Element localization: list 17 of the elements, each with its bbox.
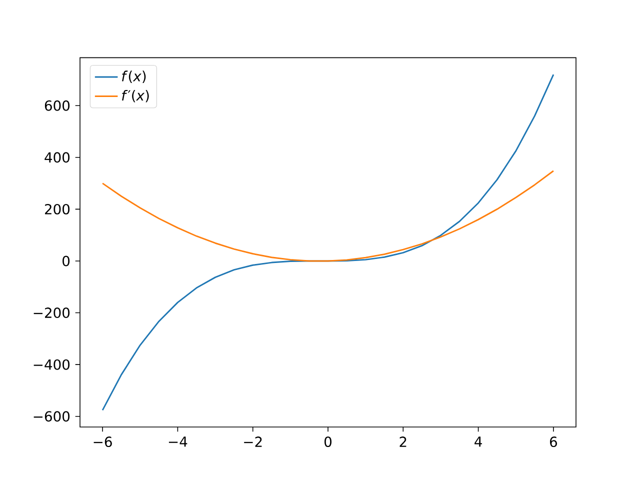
x-tick-label: −2 [244,436,262,447]
x-tick-label: −4 [168,436,188,447]
x-tick-label: 2 [400,436,406,447]
x-tick-label: 0 [324,436,332,448]
x-tick-label: 4 [474,436,482,447]
legend-label: f(x) [122,70,146,84]
y-tick-label: −400 [34,359,70,370]
x-tick-label: 6 [550,436,557,448]
y-tick-label: 0 [62,256,70,266]
y-tick-label: 600 [44,100,70,111]
y-tick-label: 400 [44,152,70,163]
y-tick-label: 200 [45,204,70,214]
y-tick-label: −200 [34,308,70,318]
line-series [102,170,554,262]
legend-label: f′(x) [122,90,149,102]
x-tick-label: −6 [94,436,112,448]
y-tick-label: −600 [34,411,70,422]
